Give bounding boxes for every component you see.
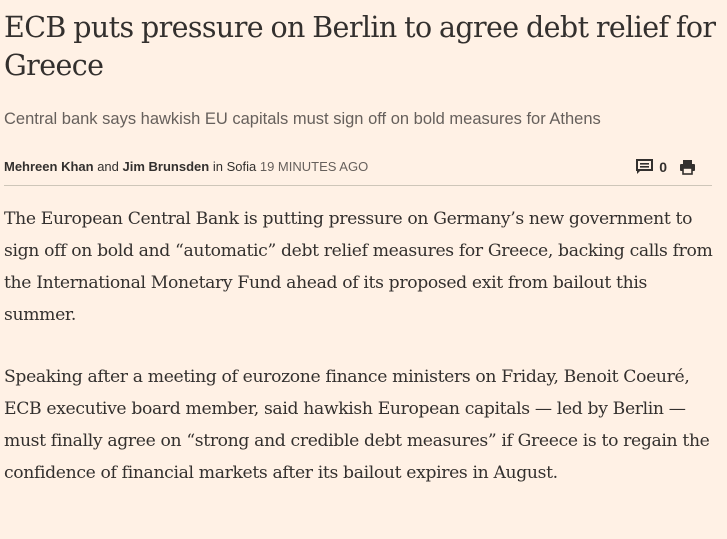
article-tools: 0 xyxy=(636,156,696,178)
comment-icon[interactable] xyxy=(636,159,654,175)
comment-count[interactable]: 0 xyxy=(659,159,667,175)
byline: Mehreen Khan and Jim Brunsden in Sofia 1… xyxy=(4,156,722,178)
print-icon[interactable] xyxy=(679,159,696,175)
standfirst: Central bank says hawkish EU capitals mu… xyxy=(4,110,601,128)
author-link-2[interactable]: Jim Brunsden xyxy=(122,159,210,174)
article-body: The European Central Bank is putting pre… xyxy=(4,203,722,519)
byline-location: in Sofia xyxy=(212,159,257,174)
body-paragraph-2: Speaking after a meeting of eurozone fin… xyxy=(4,367,710,483)
body-paragraph-1: The European Central Bank is putting pre… xyxy=(4,209,713,325)
byline-divider xyxy=(4,185,712,186)
publish-timestamp: 19 MINUTES AGO xyxy=(259,159,369,174)
article: ECB puts pressure on Berlin to agree deb… xyxy=(4,0,722,483)
byline-joiner: and xyxy=(97,159,119,174)
author-link-1[interactable]: Mehreen Khan xyxy=(4,159,94,174)
headline: ECB puts pressure on Berlin to agree deb… xyxy=(4,11,716,82)
